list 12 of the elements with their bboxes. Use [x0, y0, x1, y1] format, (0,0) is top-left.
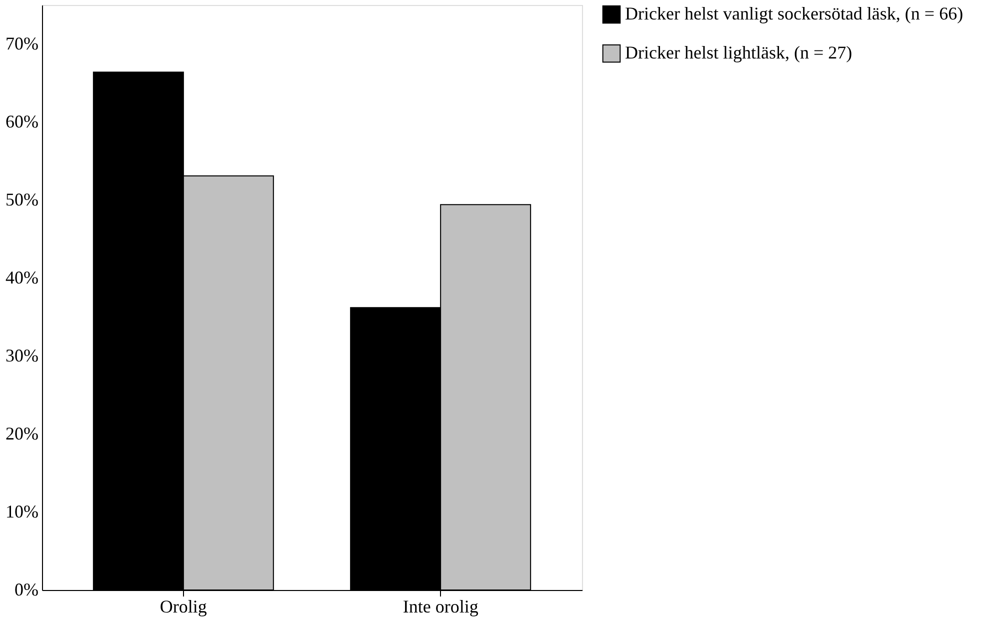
y-tick-label: 70% — [6, 34, 38, 54]
y-tick-label: 10% — [6, 502, 38, 522]
y-tick-label: 60% — [6, 112, 38, 132]
legend-label: Dricker helst vanligt sockersötad läsk, (n = 66) — [625, 4, 964, 24]
y-tick-label: 20% — [6, 424, 38, 444]
y-tick-label: 50% — [6, 190, 38, 210]
x-tick-label: Orolig — [160, 596, 207, 616]
y-tick-label: 0% — [14, 580, 38, 600]
y-tick-label: 40% — [6, 268, 38, 288]
y-tick-label: 30% — [6, 346, 38, 366]
x-tick-label: Inte orolig — [402, 596, 478, 616]
legend-label: Dricker helst lightläsk, (n = 27) — [625, 42, 852, 62]
